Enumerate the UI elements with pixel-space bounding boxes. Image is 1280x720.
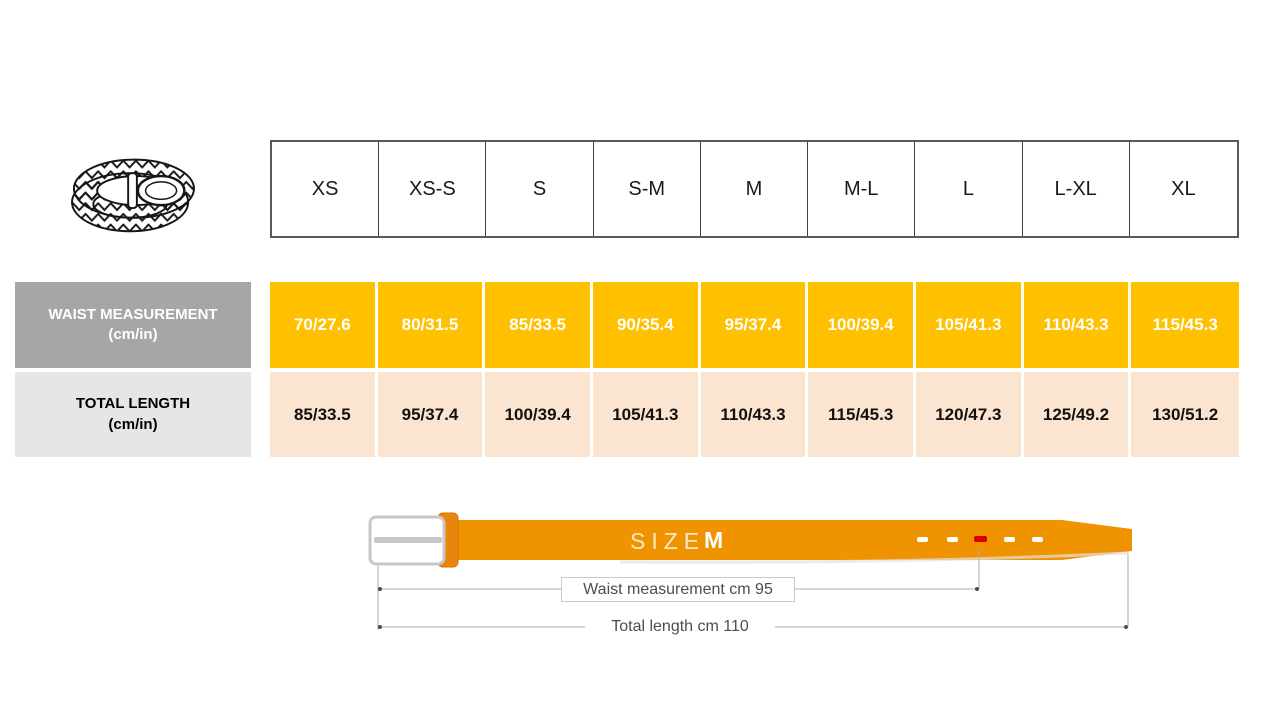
length-value-cell: 100/39.4 <box>485 372 593 457</box>
size-header-cell-xs: XS <box>272 142 380 236</box>
size-header-cell-s-m: S-M <box>594 142 701 236</box>
measurement-end-dots <box>378 587 1128 629</box>
illustration-buckle-inner <box>144 181 178 201</box>
length-value-cell: 115/45.3 <box>808 372 916 457</box>
waist-value-cell: 95/37.4 <box>700 282 809 368</box>
waist-value-cell: 70/27.6 <box>270 282 378 368</box>
waist-annotation-box: Waist measurement cm 95 <box>561 577 795 602</box>
waist-value-cell: 115/45.3 <box>1131 282 1239 368</box>
braided-belt-icon <box>71 158 195 233</box>
waist-value-cell: 80/31.5 <box>377 282 486 368</box>
size-label: SIZE <box>630 528 706 554</box>
total-length-label-unit: (cm/in) <box>108 415 158 433</box>
length-value-cell: 110/43.3 <box>700 372 809 457</box>
waist-measurement-label: WAIST MEASUREMENT (cm/in) <box>15 282 251 368</box>
length-value-cell: 120/47.3 <box>915 372 1024 457</box>
waist-value-cell: 105/41.3 <box>915 282 1024 368</box>
belt-strap <box>450 520 1132 560</box>
size-header-cell-l-xl: L-XL <box>1023 142 1130 236</box>
measurement-lines <box>377 549 1129 630</box>
size-header-cell-m-l: M-L <box>808 142 916 236</box>
length-value-cell: 125/49.2 <box>1023 372 1132 457</box>
size-header-cell-xs-s: XS-S <box>379 142 487 236</box>
length-value-cell: 85/33.5 <box>270 372 378 457</box>
total-length-annotation: Total length cm 110 <box>585 615 775 639</box>
waist-value-cell: 110/43.3 <box>1023 282 1132 368</box>
size-header-cell-m: M <box>701 142 809 236</box>
waist-label-text: WAIST MEASUREMENT <box>48 305 218 323</box>
size-header-row: XS XS-S S S-M M M-L L L-XL XL <box>270 140 1239 238</box>
waist-value-cell: 90/35.4 <box>592 282 701 368</box>
belt-hole-highlighted <box>974 536 987 542</box>
size-header-cell-l: L <box>915 142 1023 236</box>
total-length-values-row: 85/33.5 95/37.4 100/39.4 105/41.3 110/43… <box>270 372 1239 457</box>
size-header-cell-s: S <box>486 142 594 236</box>
belt-shadow <box>619 551 1129 564</box>
belt-buckle-prong <box>374 537 442 543</box>
total-length-label-text: TOTAL LENGTH <box>75 395 191 413</box>
length-value-cell: 130/51.2 <box>1131 372 1239 457</box>
waist-values-row: 70/27.6 80/31.5 85/33.5 90/35.4 95/37.4 … <box>270 282 1239 368</box>
waist-value-cell: 85/33.5 <box>485 282 593 368</box>
waist-label-unit: (cm/in) <box>108 326 158 343</box>
length-value-cell: 105/41.3 <box>592 372 701 457</box>
length-value-cell: 95/37.4 <box>377 372 486 457</box>
belt-hole <box>1004 537 1015 542</box>
belt-hole <box>917 537 928 542</box>
waist-value-cell: 100/39.4 <box>808 282 916 368</box>
total-length-label: TOTAL LENGTH (cm/in) <box>15 372 251 457</box>
belt-hole <box>947 537 958 542</box>
size-header-cell-xl: XL <box>1171 177 1196 200</box>
belt-hole <box>1032 537 1043 542</box>
size-value: M <box>704 527 724 553</box>
